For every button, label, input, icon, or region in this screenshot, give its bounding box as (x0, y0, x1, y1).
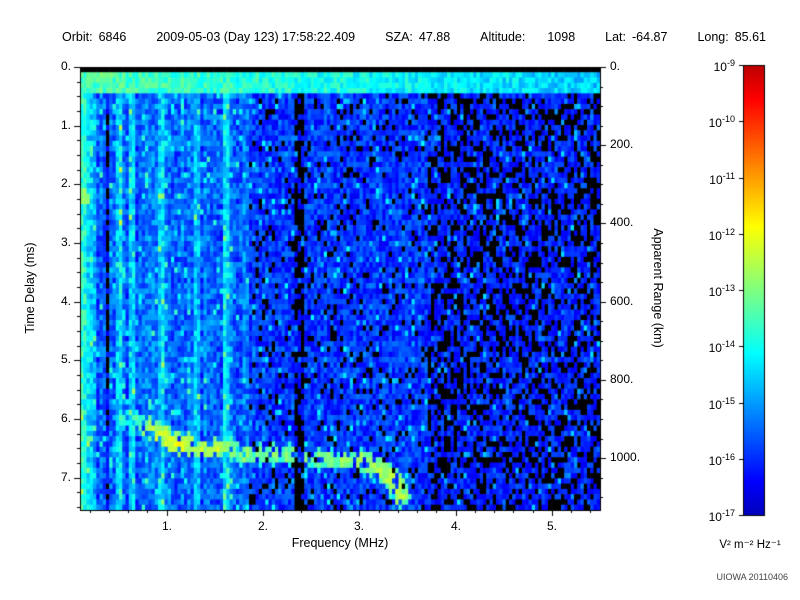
header-field-0: Orbit: 6846 (62, 30, 126, 44)
header-field-value: 2009-05-03 (Day 123) 17:58:22.409 (156, 30, 356, 44)
y2-axis-label: Apparent Range (km) (651, 228, 665, 348)
header-field-label: SZA: (385, 30, 413, 44)
x-tick-label: 1. (161, 519, 172, 533)
watermark: UIOWA 20110406 (716, 572, 788, 582)
header-field-value: 85.61 (734, 30, 766, 44)
colorbar-tick-label: 10-15 (708, 396, 735, 412)
header-field-3: Altitude: 1098 (480, 30, 575, 44)
x-tick-label: 3. (353, 519, 364, 533)
header-info: Orbit: 6846 2009-05-03 (Day 123) 17:58:22.… (62, 30, 766, 44)
colorbar-tick-label: 10-10 (708, 114, 735, 130)
header-field-label: Lat: (605, 30, 626, 44)
colorbar-tick-label: 10-9 (713, 58, 735, 74)
y-tick-label: 1. (60, 118, 71, 132)
y2-tick-label: 800. (610, 372, 634, 386)
x-tick-label: 4. (450, 519, 461, 533)
header-field-value: 1098 (547, 30, 576, 44)
header-field-value: -64.87 (632, 30, 668, 44)
y2-tick-label: 1000. (610, 450, 641, 464)
header-field-5: Long: 85.61 (697, 30, 766, 44)
header-field-label: Orbit: (62, 30, 93, 44)
colorbar-tick-label: 10-11 (709, 171, 735, 187)
y-tick-label: 4. (60, 294, 71, 308)
x-tick-label: 5. (546, 519, 557, 533)
header-field-label: Long: (697, 30, 729, 44)
x-tick-label: 2. (257, 519, 268, 533)
header-field-value: 47.88 (418, 30, 451, 44)
colorbar-tick-label: 10-14 (708, 339, 735, 355)
y2-tick-label: 400. (610, 215, 634, 229)
y-tick-label: 7. (60, 470, 71, 484)
header-field-2: SZA: 47.88 (385, 30, 450, 44)
colorbar-tick-label: 10-17 (708, 508, 735, 524)
header-field-value: 6846 (98, 30, 127, 44)
y2-tick-label: 600. (610, 294, 634, 308)
colorbar-unit-label: V² m⁻² Hz⁻¹ (719, 539, 781, 551)
y-tick-label: 6. (60, 411, 71, 425)
y2-tick-label: 0. (610, 59, 621, 73)
y-tick-label: 5. (60, 352, 71, 366)
y-tick-label: 3. (60, 235, 71, 249)
y-axis-label: Time Delay (ms) (23, 242, 37, 334)
colorbar-tick-label: 10-16 (708, 452, 735, 468)
y2-tick-label: 200. (610, 137, 634, 151)
header-field-1: 2009-05-03 (Day 123) 17:58:22.409 (156, 30, 355, 44)
y-tick-label: 2. (60, 176, 71, 190)
colorbar-tick-label: 10-13 (708, 283, 735, 299)
colorbar-tick-label: 10-12 (708, 227, 735, 243)
x-axis-label: Frequency (MHz) (291, 536, 389, 550)
header-field-4: Lat: -64.87 (605, 30, 667, 44)
header-field-label: Altitude: (480, 30, 526, 44)
y-tick-label: 0. (60, 59, 71, 73)
